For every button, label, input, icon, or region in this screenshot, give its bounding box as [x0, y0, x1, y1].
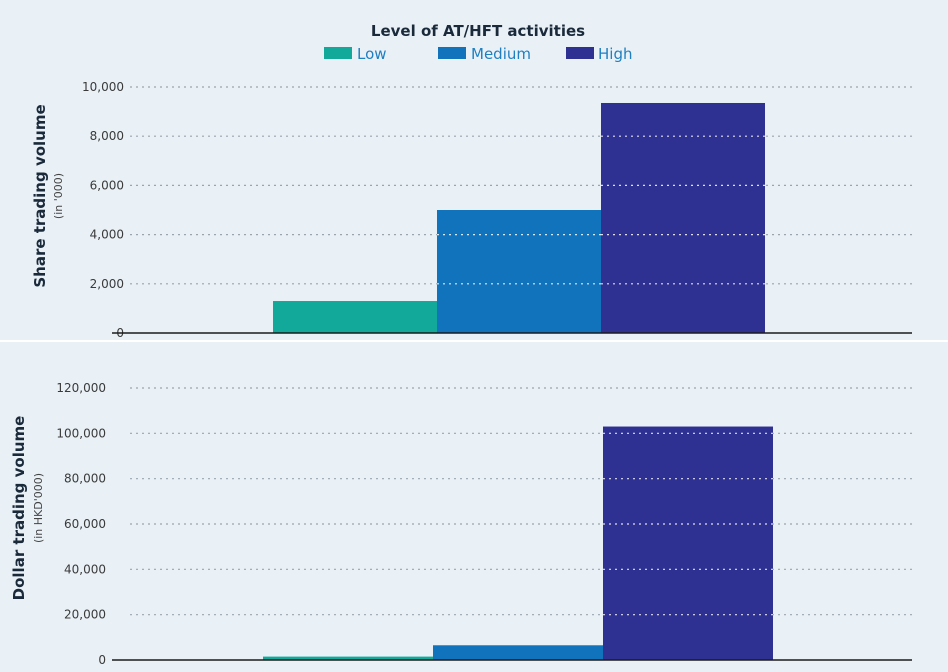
- legend-item-medium: Medium: [438, 45, 531, 63]
- dollar-volume-y-tick-label: 80,000: [64, 472, 106, 486]
- share-volume-y-tick-label: 6,000: [90, 178, 124, 192]
- dollar-volume-y-axis-unit: (in HKD'000): [32, 473, 45, 543]
- dollar-volume-y-tick-label: 0: [98, 653, 106, 667]
- dollar-volume-y-tick-label: 40,000: [64, 562, 106, 576]
- share-volume-y-axis-label: Share trading volume: [31, 104, 49, 287]
- dollar-volume-y-tick-label: 60,000: [64, 517, 106, 531]
- legend-item-high: High: [566, 45, 632, 63]
- legend-item-low: Low: [324, 45, 387, 63]
- panel-bottom-background: [0, 342, 948, 672]
- dollar-volume-bar-low: [263, 656, 433, 660]
- dollar-volume-gridlines-overlay: [603, 432, 773, 616]
- dollar-volume-bar-medium: [433, 645, 603, 660]
- legend: Level of AT/HFT activities Low Medium Hi…: [324, 22, 632, 63]
- share-volume-y-tick-label: 8,000: [90, 129, 124, 143]
- legend-title: Level of AT/HFT activities: [371, 22, 585, 40]
- legend-swatch-high: [566, 47, 594, 59]
- dollar-volume-chart: 020,00040,00060,00080,000100,000120,000 …: [10, 381, 912, 667]
- legend-label-high: High: [598, 45, 632, 63]
- share-volume-y-tick-label: 10,000: [82, 80, 124, 94]
- share-volume-y-tick-label: 2,000: [90, 277, 124, 291]
- legend-label-low: Low: [357, 45, 387, 63]
- share-volume-bars: [273, 102, 765, 334]
- share-volume-bar-low: [273, 301, 437, 333]
- dollar-volume-y-tick-label: 20,000: [64, 608, 106, 622]
- dollar-volume-y-axis-label: Dollar trading volume: [10, 416, 28, 601]
- share-volume-bar-medium: [437, 210, 601, 333]
- dollar-volume-y-tick-label: 100,000: [56, 426, 106, 440]
- legend-label-medium: Medium: [471, 45, 531, 63]
- dollar-volume-y-ticks: 0 20,000 40,000 60,000 80,000 100,000 120,000: [56, 381, 106, 667]
- legend-swatch-low: [324, 47, 352, 59]
- share-volume-bar-high: [601, 102, 765, 334]
- share-volume-y-tick-label: 4,000: [90, 228, 124, 242]
- dollar-volume-y-tick-label: 120,000: [56, 381, 106, 395]
- share-volume-y-axis-unit: (in '000): [52, 173, 65, 219]
- dollar-volume-bars: [263, 426, 773, 660]
- dollar-volume-bar-high: [603, 426, 773, 660]
- dollar-volume-gridlines: [130, 387, 912, 616]
- legend-swatch-medium: [438, 47, 466, 59]
